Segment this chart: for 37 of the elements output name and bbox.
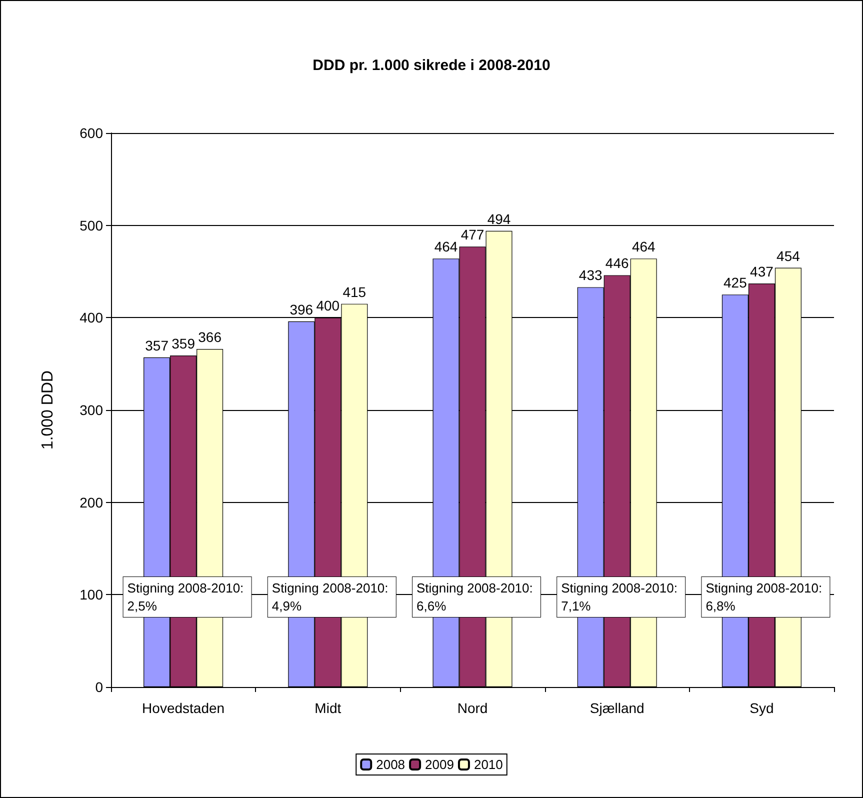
y-tick-label: 200 — [80, 494, 104, 510]
annotation: Stigning 2008-2010: 6,6% — [416, 580, 536, 614]
annotation: Stigning 2008-2010: 2,5% — [127, 580, 248, 614]
data-label: 415 — [342, 284, 366, 300]
legend-label: 2010 — [474, 757, 503, 772]
data-label: 454 — [776, 248, 800, 264]
data-label: 477 — [460, 226, 484, 243]
x-tick-label: Midt — [314, 700, 342, 716]
x-tick-label: Sjælland — [590, 700, 644, 716]
y-tick-label: 400 — [80, 310, 104, 326]
legend-label: 2008 — [376, 757, 406, 772]
x-tick-label: Nord — [457, 700, 488, 716]
y-tick-label: 600 — [80, 125, 104, 141]
data-label: 446 — [605, 255, 629, 272]
annotation: Stigning 2008-2010: 4,9% — [272, 580, 392, 614]
data-label: 400 — [316, 298, 340, 314]
data-label: 464 — [632, 238, 656, 255]
y-tick-label: 500 — [80, 217, 104, 234]
data-label: 357 — [145, 337, 169, 354]
annotation: Stigning 2008-2010: 7,1% — [561, 580, 682, 614]
x-tick-label: Hovedstaden — [142, 700, 225, 716]
y-tick-label: 0 — [95, 679, 104, 695]
legend-label: 2009 — [425, 757, 454, 772]
data-label: 494 — [487, 210, 511, 227]
data-label: 359 — [172, 336, 196, 352]
data-label: 437 — [750, 264, 774, 280]
x-tick-label: Syd — [750, 700, 774, 716]
y-tick-label: 100 — [80, 586, 104, 603]
y-axis-title: 1.000 DDD — [40, 370, 56, 450]
annotation: Stigning 2008-2010: 6,8% — [706, 580, 826, 614]
data-label: 464 — [434, 238, 458, 255]
data-label: 425 — [724, 274, 748, 291]
chart-title: DDD pr. 1.000 sikrede i 2008-2010 — [312, 57, 550, 74]
y-tick-label: 300 — [80, 402, 104, 418]
data-label: 396 — [290, 301, 314, 318]
data-label: 433 — [578, 267, 602, 284]
data-label: 366 — [198, 329, 222, 346]
